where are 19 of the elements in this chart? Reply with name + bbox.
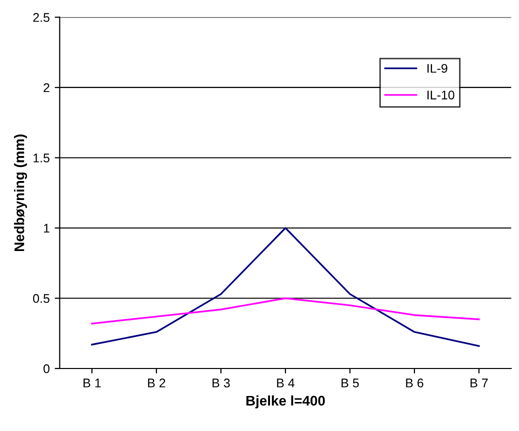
legend-label: IL-9 xyxy=(427,64,448,73)
x-tick-label: B 3 xyxy=(212,378,230,388)
line-series xyxy=(91,297,480,324)
line-series xyxy=(91,227,480,347)
y-tick-label: 1.5 xyxy=(34,154,50,162)
y-tick-label: 2 xyxy=(44,83,50,92)
x-tick-label: B 6 xyxy=(406,378,424,388)
y-tick-label: 2.5 xyxy=(33,13,50,22)
y-tick-label: 1 xyxy=(44,224,50,233)
y-axis-title: Nedbøyning (mm) xyxy=(14,134,28,251)
x-tick-label: B 1 xyxy=(84,378,101,388)
y-tick-label: 0.5 xyxy=(33,294,50,303)
x-tick-label: B 5 xyxy=(342,378,359,388)
legend-label: IL-10 xyxy=(427,90,454,100)
x-tick-label: B 2 xyxy=(148,378,166,388)
x-axis-title: Bjelke l=400 xyxy=(246,395,325,408)
x-tick-label: B 7 xyxy=(470,378,488,388)
x-tick-label: B 4 xyxy=(277,378,294,388)
y-tick-label: 0 xyxy=(44,364,50,374)
